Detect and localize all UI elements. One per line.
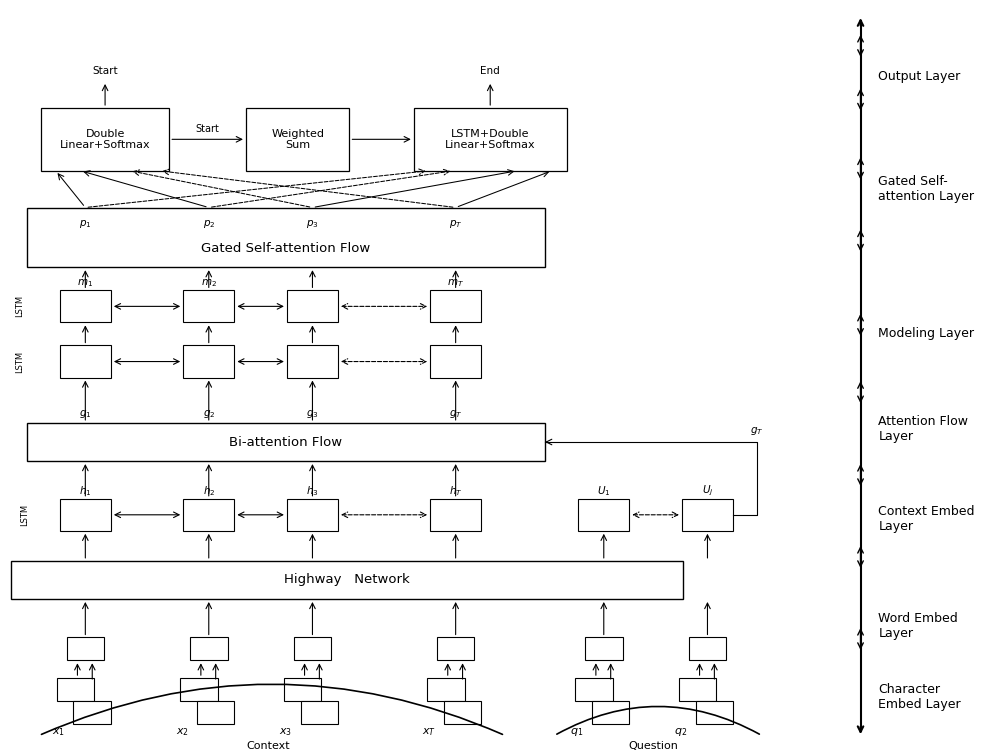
Bar — [183, 345, 234, 378]
Text: $x_T$: $x_T$ — [422, 726, 436, 737]
Text: $m_T$: $m_T$ — [447, 277, 464, 289]
Text: Context Embed
Layer: Context Embed Layer — [878, 504, 975, 532]
Text: LSTM: LSTM — [15, 296, 24, 317]
Text: $U_j$: $U_j$ — [702, 484, 713, 498]
Bar — [27, 423, 545, 461]
Bar — [57, 678, 94, 701]
Bar — [27, 207, 545, 267]
Text: Highway   Network: Highway Network — [284, 574, 410, 587]
Bar — [301, 701, 338, 724]
Text: Gated Self-
attention Layer: Gated Self- attention Layer — [878, 175, 974, 203]
Text: LSTM: LSTM — [21, 504, 30, 526]
Bar — [696, 701, 733, 724]
Bar — [430, 498, 481, 531]
Text: Weighted
Sum: Weighted Sum — [271, 128, 324, 150]
Bar — [41, 108, 169, 170]
Text: Attention Flow
Layer: Attention Flow Layer — [878, 415, 968, 443]
Bar — [437, 637, 474, 661]
Text: $m_2$: $m_2$ — [201, 277, 217, 289]
Text: Start: Start — [92, 66, 118, 76]
Bar — [575, 678, 613, 701]
Text: $U_1$: $U_1$ — [597, 484, 611, 498]
Text: $x_1$: $x_1$ — [52, 726, 65, 737]
Text: $q_1$: $q_1$ — [570, 725, 584, 737]
Text: Start: Start — [196, 124, 219, 133]
Text: $x_2$: $x_2$ — [176, 726, 189, 737]
Bar — [430, 345, 481, 378]
Bar — [183, 498, 234, 531]
Bar — [287, 498, 338, 531]
Text: $m_1$: $m_1$ — [77, 277, 93, 289]
Text: $g_2$: $g_2$ — [203, 408, 215, 420]
Text: LSTM+Double
Linear+Softmax: LSTM+Double Linear+Softmax — [445, 128, 536, 150]
Bar — [689, 637, 726, 661]
Text: Output Layer: Output Layer — [878, 70, 961, 83]
Text: Modeling Layer: Modeling Layer — [878, 327, 974, 341]
Text: $h_2$: $h_2$ — [203, 484, 215, 498]
Bar — [197, 701, 234, 724]
Text: $q_2$: $q_2$ — [674, 725, 687, 737]
Text: $g_3$: $g_3$ — [306, 408, 319, 420]
Text: Context: Context — [246, 741, 290, 751]
Text: $p_1$: $p_1$ — [79, 219, 92, 231]
Bar — [60, 345, 111, 378]
Bar — [287, 345, 338, 378]
Bar — [67, 637, 104, 661]
Bar — [294, 637, 331, 661]
Bar — [430, 290, 481, 323]
Bar — [444, 701, 481, 724]
Text: $x_3$: $x_3$ — [279, 726, 292, 737]
Bar — [679, 678, 716, 701]
Text: $p_3$: $p_3$ — [306, 219, 319, 231]
Bar — [190, 637, 228, 661]
Text: $g_1$: $g_1$ — [79, 408, 92, 420]
Text: Double
Linear+Softmax: Double Linear+Softmax — [60, 128, 150, 150]
Text: Word Embed
Layer: Word Embed Layer — [878, 612, 958, 640]
Bar — [585, 637, 623, 661]
Text: $h_3$: $h_3$ — [306, 484, 319, 498]
Text: $h_1$: $h_1$ — [79, 484, 92, 498]
Text: LSTM: LSTM — [15, 351, 24, 372]
Bar — [60, 290, 111, 323]
Bar — [287, 290, 338, 323]
Text: $g_T$: $g_T$ — [449, 408, 462, 420]
Bar — [682, 498, 733, 531]
Text: $p_T$: $p_T$ — [449, 219, 462, 231]
Text: $g_T$: $g_T$ — [750, 425, 764, 437]
Text: Bi-attention Flow: Bi-attention Flow — [229, 436, 342, 449]
Bar — [60, 498, 111, 531]
Text: Gated Self-attention Flow: Gated Self-attention Flow — [201, 242, 370, 256]
Bar — [427, 678, 465, 701]
Text: $h_T$: $h_T$ — [449, 484, 462, 498]
Text: End: End — [480, 66, 500, 76]
Text: $p_2$: $p_2$ — [203, 219, 215, 231]
Bar — [284, 678, 321, 701]
Bar — [592, 701, 629, 724]
Text: Character
Embed Layer: Character Embed Layer — [878, 683, 961, 711]
Text: Question: Question — [628, 741, 678, 751]
Bar — [180, 678, 218, 701]
Bar — [414, 108, 567, 170]
Bar — [73, 701, 111, 724]
Bar — [578, 498, 629, 531]
Bar — [246, 108, 349, 170]
Bar — [11, 561, 683, 599]
Bar — [183, 290, 234, 323]
